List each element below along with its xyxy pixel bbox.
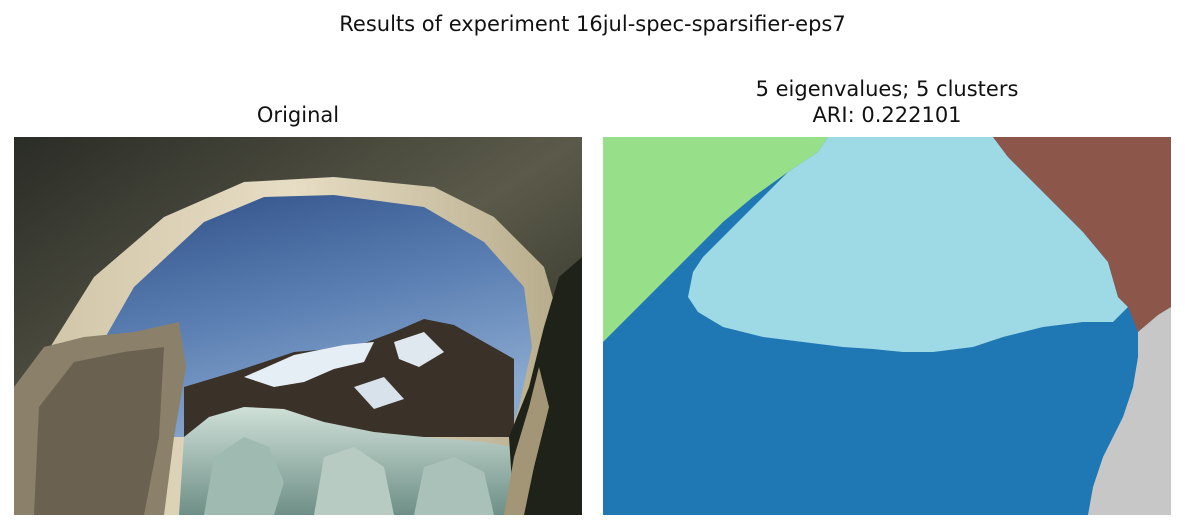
figure-suptitle: Results of experiment 16jul-spec-sparsif… — [339, 12, 846, 36]
cluster-region-green — [603, 137, 828, 342]
segmentation-title-line2: ARI: 0.222101 — [812, 103, 962, 127]
cluster-region-light-blue — [688, 137, 1128, 352]
segmentation-image — [603, 137, 1171, 515]
original-panel-title: Original — [256, 103, 340, 127]
original-image — [14, 137, 582, 515]
segmentation-title-line1: 5 eigenvalues; 5 clusters — [755, 77, 1019, 101]
cluster-region-gray — [1088, 307, 1171, 515]
cluster-region-brown — [993, 137, 1171, 332]
segmentation-panel-title: 5 eigenvalues; 5 clusters ARI: 0.222101 — [603, 76, 1171, 128]
